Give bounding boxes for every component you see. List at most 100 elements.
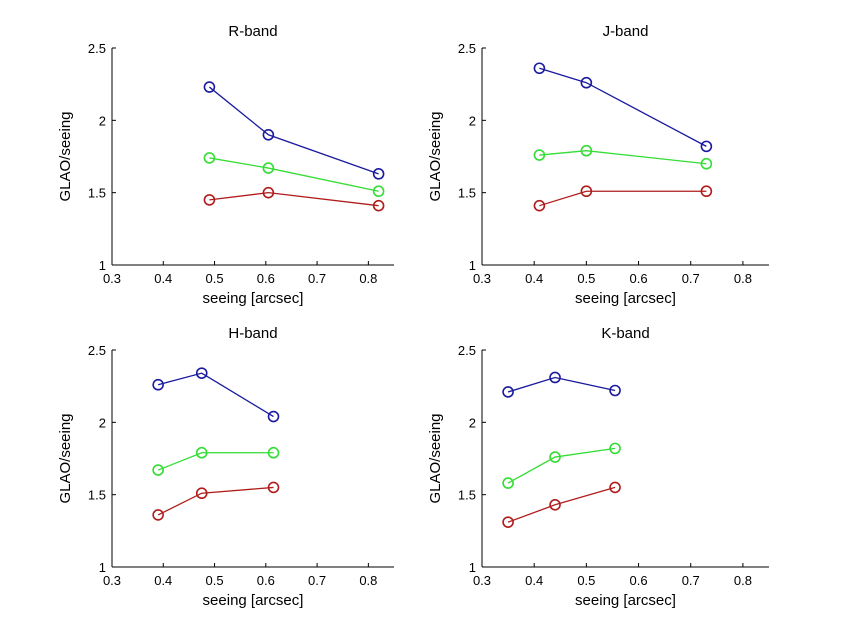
- x-tick-label: 0.8: [359, 271, 377, 286]
- x-tick-label: 0.4: [154, 573, 172, 588]
- data-point-red: [152, 509, 164, 521]
- data-point-red: [267, 481, 280, 494]
- y-tick-label: 1: [99, 560, 106, 575]
- series-line-green: [507, 447, 616, 484]
- x-tick-label: 0.5: [577, 573, 595, 588]
- x-axis-label: seeing [arcsec]: [203, 290, 304, 307]
- data-point-red: [700, 185, 713, 198]
- chart-title: J-band: [603, 23, 649, 40]
- y-tick-label: 1.5: [88, 186, 106, 201]
- data-point-green: [152, 464, 164, 476]
- y-axis-label: GLAO/seeing: [427, 111, 444, 201]
- data-point-green: [262, 162, 275, 174]
- x-tick-label: 0.5: [206, 573, 224, 588]
- series-line-red: [539, 190, 707, 207]
- series-line-blue: [157, 372, 274, 418]
- data-point-blue: [262, 129, 275, 141]
- series-line-red: [157, 486, 274, 516]
- data-point-green: [203, 152, 216, 164]
- series-line-blue: [209, 86, 379, 175]
- data-point-green: [609, 442, 621, 455]
- x-tick-label: 0.6: [257, 271, 275, 286]
- y-tick-label: 1.5: [88, 488, 106, 503]
- x-tick-label: 0.3: [103, 271, 121, 286]
- data-point-green: [533, 149, 546, 161]
- data-point-red: [609, 481, 621, 494]
- chart-title: R-band: [228, 23, 277, 40]
- series-line-blue: [539, 67, 707, 147]
- data-point-green: [372, 185, 385, 198]
- x-tick-label: 0.4: [525, 271, 543, 286]
- x-tick-label: 0.5: [577, 271, 595, 286]
- data-point-green: [580, 144, 593, 157]
- y-tick-label: 1.5: [458, 186, 476, 201]
- x-tick-label: 0.3: [473, 271, 491, 286]
- x-tick-label: 0.7: [308, 573, 326, 588]
- data-point-red: [372, 199, 385, 212]
- x-tick-label: 0.5: [206, 271, 224, 286]
- y-tick-label: 1: [469, 560, 476, 575]
- data-point-red: [262, 186, 275, 199]
- series-line-red: [507, 486, 616, 523]
- series-line-green: [209, 157, 379, 192]
- data-point-red: [203, 194, 216, 206]
- x-tick-label: 0.6: [630, 573, 648, 588]
- x-tick-label: 0.6: [630, 271, 648, 286]
- data-point-green: [502, 477, 514, 489]
- x-axis-label: seeing [arcsec]: [203, 592, 304, 609]
- data-point-blue: [533, 62, 546, 75]
- series-line-green: [157, 452, 274, 471]
- x-tick-label: 0.6: [257, 573, 275, 588]
- data-point-blue: [152, 378, 164, 391]
- x-tick-label: 0.8: [734, 271, 752, 286]
- y-tick-label: 2: [469, 415, 476, 430]
- data-point-red: [195, 487, 208, 500]
- data-point-blue: [502, 386, 514, 398]
- data-point-blue: [609, 384, 621, 397]
- data-point-green: [267, 446, 280, 459]
- series-line-green: [539, 150, 707, 165]
- panel-r-band: 0.3 0.4 0.5 0.6 0.7 0.8 1 1.5 2 2.5 R-band seeing […: [57, 23, 394, 307]
- data-point-blue: [700, 140, 713, 153]
- x-tick-label: 0.8: [359, 573, 377, 588]
- data-point-red: [580, 185, 593, 198]
- y-tick-label: 2: [99, 113, 106, 128]
- data-point-red: [502, 516, 514, 528]
- x-tick-label: 0.4: [525, 573, 543, 588]
- y-tick-label: 1: [99, 258, 106, 273]
- y-tick-label: 2: [469, 113, 476, 128]
- y-tick-label: 1: [469, 258, 476, 273]
- data-point-green: [549, 451, 561, 463]
- data-point-blue: [195, 367, 208, 379]
- y-tick-label: 2.5: [458, 41, 476, 56]
- x-tick-label: 0.7: [308, 271, 326, 286]
- y-tick-label: 2: [99, 415, 106, 430]
- data-point-red: [549, 498, 561, 511]
- x-tick-label: 0.7: [682, 573, 700, 588]
- data-point-blue: [549, 371, 561, 384]
- y-tick-label: 2.5: [458, 343, 476, 358]
- chart-title: K-band: [601, 325, 649, 342]
- data-point-blue: [203, 81, 216, 93]
- x-axis-label: seeing [arcsec]: [575, 592, 676, 609]
- x-tick-label: 0.7: [682, 271, 700, 286]
- y-tick-label: 1.5: [458, 488, 476, 503]
- y-axis-label: GLAO/seeing: [57, 413, 74, 503]
- x-tick-label: 0.8: [734, 573, 752, 588]
- chart-title: H-band: [228, 325, 277, 342]
- x-tick-label: 0.4: [154, 271, 172, 286]
- y-tick-label: 2.5: [88, 343, 106, 358]
- data-point-green: [700, 157, 713, 170]
- y-axis-label: GLAO/seeing: [427, 413, 444, 503]
- data-point-blue: [580, 76, 593, 89]
- series-line-blue: [507, 376, 616, 393]
- data-point-red: [533, 199, 546, 212]
- panel-h-band: 0.3 0.4 0.5 0.6 0.7 0.8 1 1.5 2 2.5 H-band seeing […: [57, 325, 394, 609]
- panel-j-band: 0.3 0.4 0.5 0.6 0.7 0.8 1 1.5 2 2.5 J-band seeing […: [427, 23, 769, 307]
- data-point-green: [195, 446, 208, 459]
- x-tick-label: 0.3: [103, 573, 121, 588]
- panel-k-band: 0.3 0.4 0.5 0.6 0.7 0.8 1 1.5 2 2.5 K-band seeing […: [427, 325, 769, 609]
- x-axis-label: seeing [arcsec]: [575, 290, 676, 307]
- y-axis-label: GLAO/seeing: [57, 111, 74, 201]
